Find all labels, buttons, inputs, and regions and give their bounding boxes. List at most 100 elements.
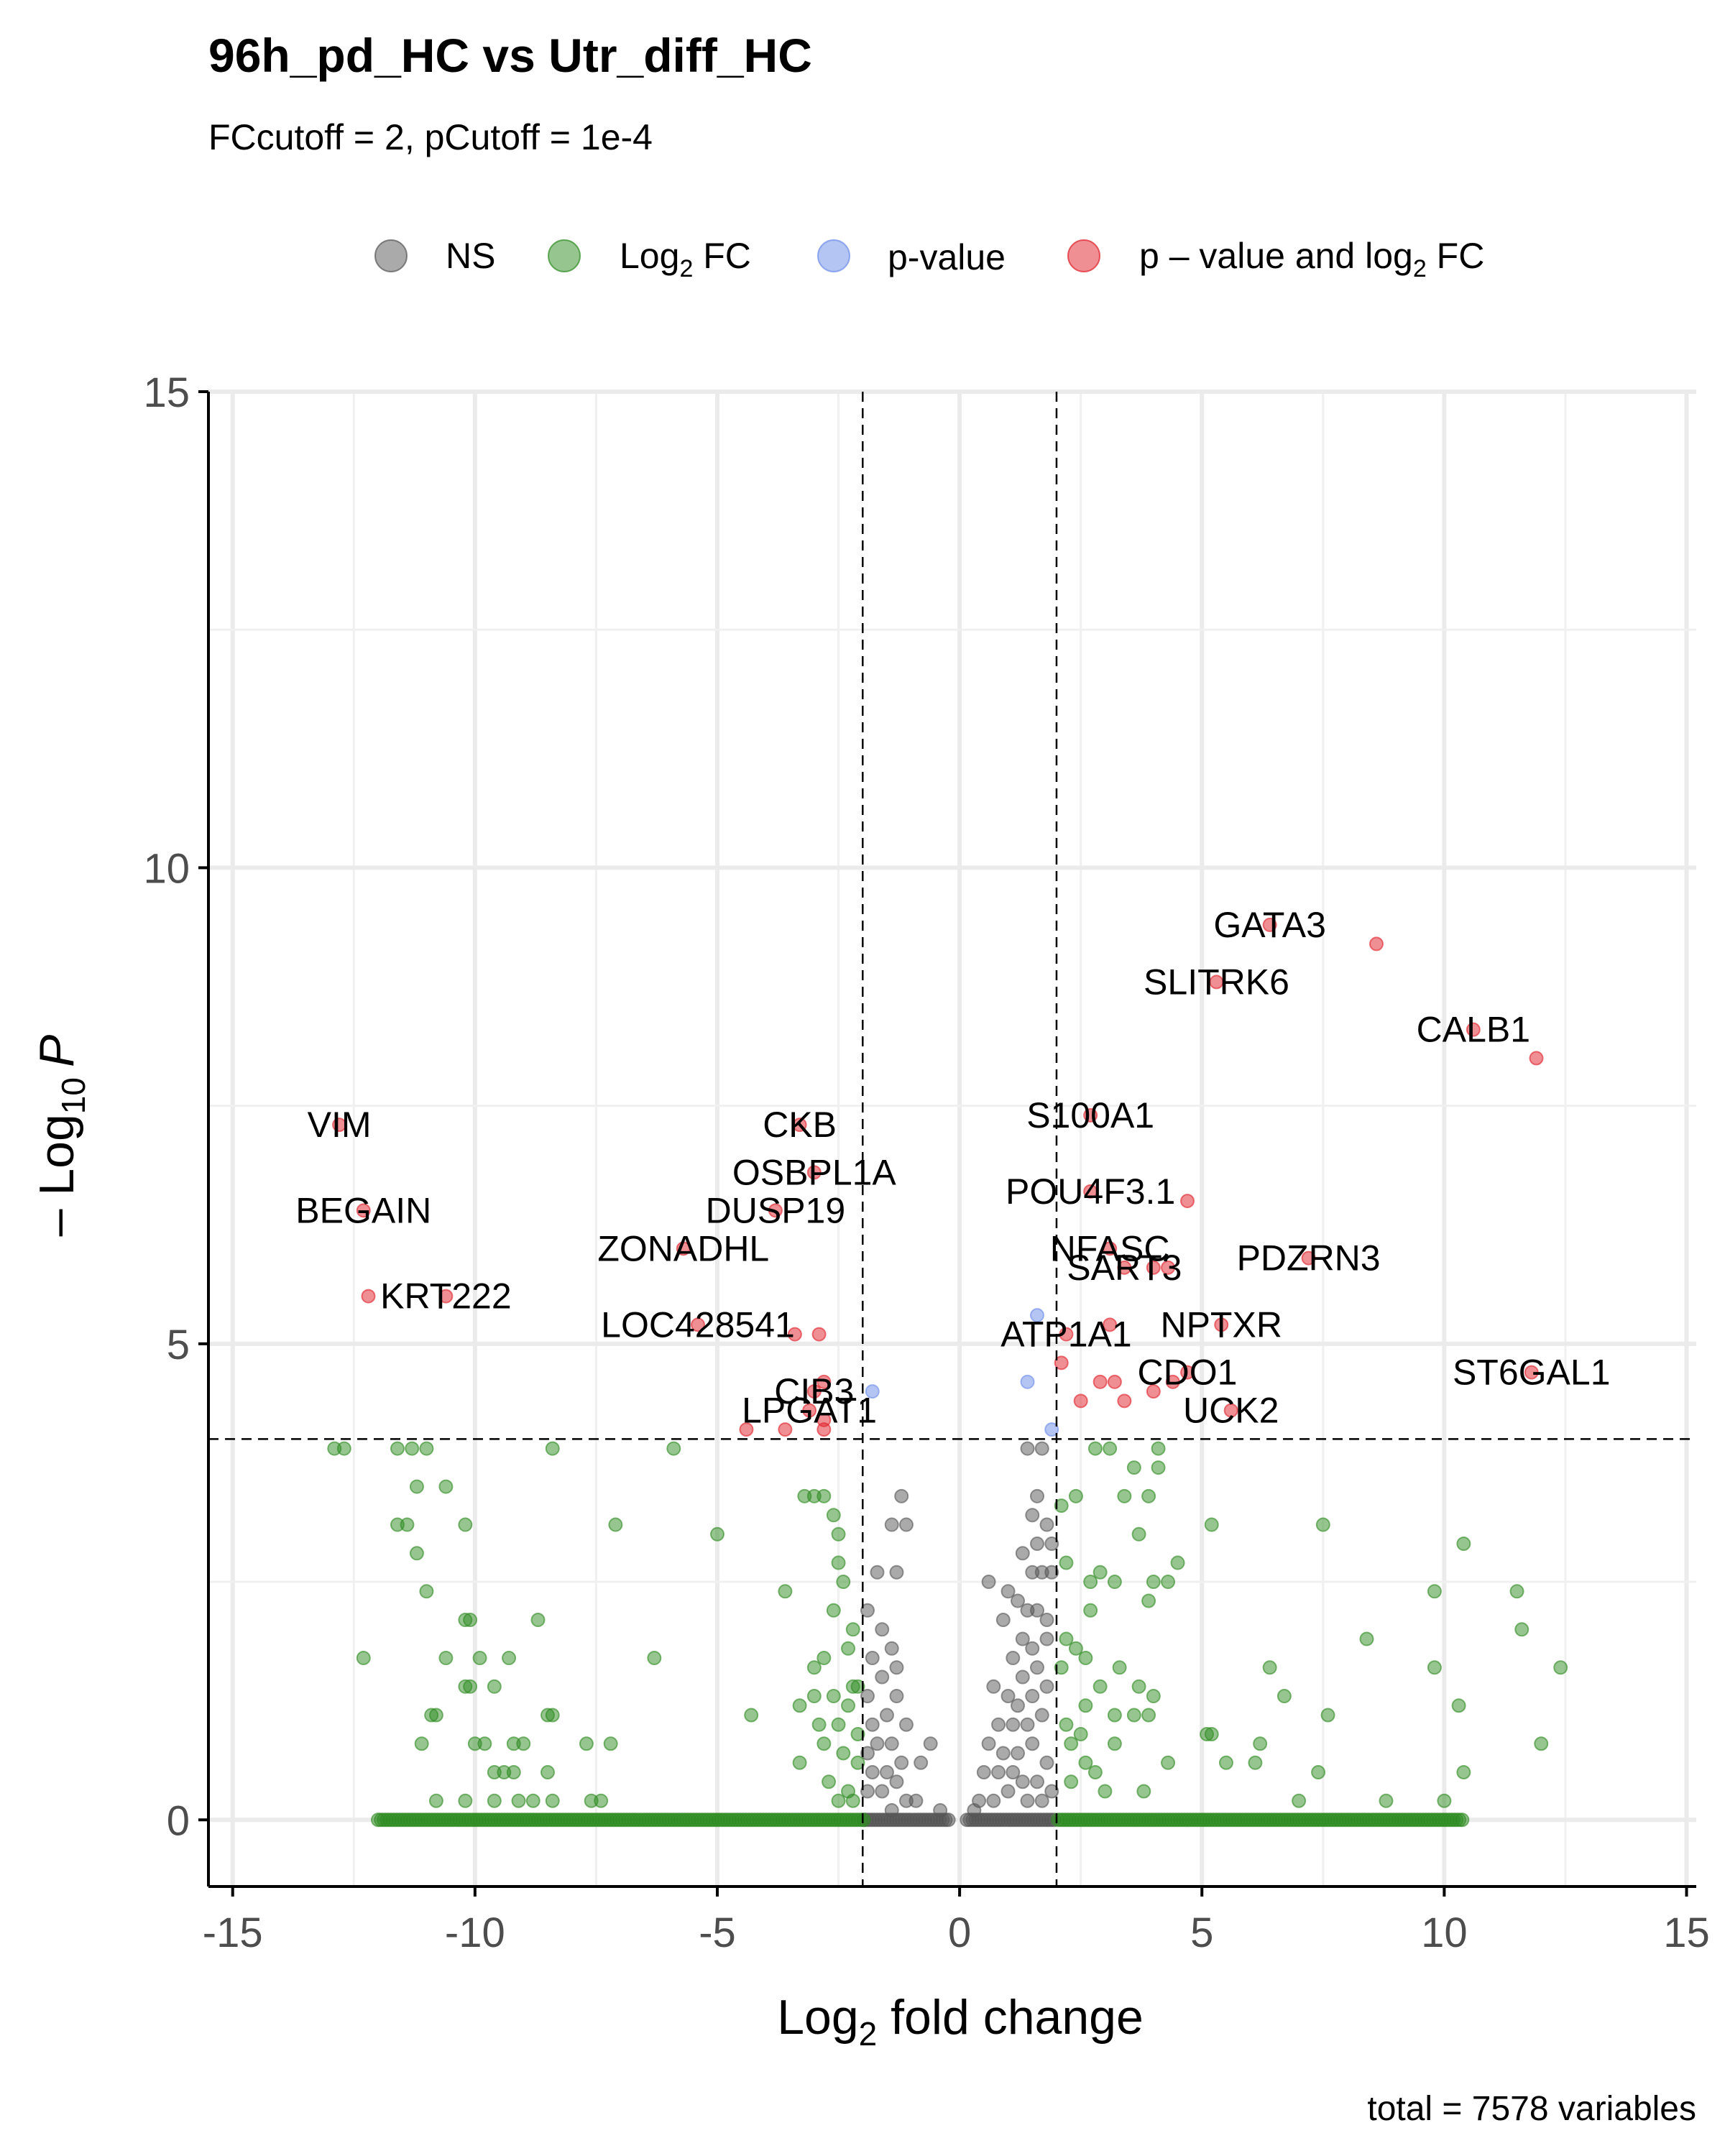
legend-label-ns: NS bbox=[446, 236, 495, 276]
point-fc bbox=[845, 1793, 860, 1808]
point-both bbox=[1083, 1184, 1098, 1199]
point-ns bbox=[889, 1660, 904, 1675]
point-fc bbox=[1456, 1537, 1471, 1552]
legend-entry-both: p – value and log2 FC bbox=[1067, 236, 1484, 282]
point-fc bbox=[1248, 1755, 1263, 1770]
point-fc bbox=[1059, 1631, 1074, 1646]
gene-label: ST6GAL1 bbox=[1453, 1353, 1611, 1393]
point-fc bbox=[850, 1727, 865, 1742]
point-fc bbox=[1092, 1679, 1108, 1694]
gene-label: BEGAIN bbox=[295, 1190, 431, 1230]
point-ns bbox=[1020, 1793, 1035, 1808]
point-both bbox=[1146, 1260, 1161, 1275]
point-both bbox=[1180, 1194, 1195, 1209]
point-fc bbox=[608, 1517, 623, 1532]
point-fc bbox=[811, 1717, 827, 1732]
y-tick-label: 10 bbox=[143, 845, 190, 892]
point-fc bbox=[826, 1603, 841, 1618]
point-fc bbox=[709, 1526, 724, 1542]
legend-entry-fc: Log2 FC bbox=[548, 236, 751, 282]
caption: total = 7578 variables bbox=[1367, 2090, 1696, 2128]
point-fc bbox=[831, 1717, 846, 1732]
point-fc bbox=[428, 1708, 443, 1723]
point-fc bbox=[1083, 1603, 1098, 1618]
point-fc bbox=[1315, 1517, 1330, 1532]
point-fc bbox=[792, 1698, 807, 1713]
gene-label: ZONADHL bbox=[597, 1228, 769, 1268]
gene-label: VIM bbox=[308, 1105, 372, 1145]
gene-label: CKB bbox=[763, 1105, 837, 1145]
point-ns bbox=[1015, 1546, 1030, 1561]
point-fc bbox=[1359, 1631, 1374, 1646]
point-ns bbox=[894, 1488, 909, 1503]
plot-axes: -15 -10 -5 0 5 10 15 0 5 10 15 bbox=[143, 369, 1709, 1956]
point-ns bbox=[1029, 1603, 1044, 1618]
point-fc bbox=[409, 1546, 424, 1561]
point-ns bbox=[1025, 1736, 1040, 1751]
legend-entry-p: p-value bbox=[817, 237, 1006, 277]
point-both bbox=[1165, 1374, 1180, 1389]
point-fc bbox=[1204, 1727, 1219, 1742]
gene-label: LOC428541 bbox=[601, 1304, 795, 1345]
point-ns bbox=[1039, 1613, 1054, 1628]
point-both bbox=[1083, 1107, 1098, 1123]
gene-label: OSBPL1A bbox=[732, 1152, 897, 1192]
point-fc bbox=[845, 1622, 860, 1637]
point-ns bbox=[1020, 1441, 1035, 1456]
point-fc bbox=[831, 1555, 846, 1570]
point-both bbox=[802, 1403, 817, 1418]
point-p bbox=[1044, 1422, 1059, 1437]
point-ns bbox=[991, 1765, 1006, 1780]
legend-entry-ns: NS bbox=[374, 236, 495, 276]
point-fc bbox=[1078, 1651, 1093, 1666]
point-ns bbox=[865, 1717, 880, 1732]
point-both bbox=[1092, 1374, 1108, 1389]
point-ns bbox=[1025, 1508, 1040, 1523]
point-ns bbox=[1011, 1593, 1026, 1608]
point-fc bbox=[647, 1651, 662, 1666]
point-both bbox=[806, 1384, 822, 1399]
point-fc bbox=[1151, 1441, 1166, 1456]
point-ns bbox=[860, 1746, 875, 1761]
point-ns bbox=[898, 1517, 914, 1532]
point-fc bbox=[1146, 1689, 1161, 1704]
point-fc bbox=[1054, 1498, 1069, 1514]
point-ns bbox=[884, 1517, 899, 1532]
legend-label-fc: Log2 FC bbox=[620, 236, 751, 282]
point-fc bbox=[400, 1517, 415, 1532]
chart-subtitle: FCcutoff = 2, pCutoff = 1e-4 bbox=[208, 117, 653, 157]
point-ns bbox=[976, 1765, 991, 1780]
point-ns bbox=[908, 1793, 924, 1808]
point-ns bbox=[1044, 1565, 1059, 1580]
point-ns bbox=[1039, 1631, 1054, 1646]
point-fc bbox=[1151, 1460, 1166, 1475]
point-fc bbox=[511, 1793, 526, 1808]
legend-label-both: p – value and log2 FC bbox=[1139, 236, 1484, 282]
point-both bbox=[792, 1118, 807, 1133]
point-ns bbox=[1029, 1774, 1044, 1789]
point-fc bbox=[525, 1793, 540, 1808]
point-fc bbox=[1218, 1755, 1233, 1770]
point-both bbox=[1103, 1241, 1118, 1256]
point-ns bbox=[1039, 1755, 1054, 1770]
legend-label-both-rest: FC bbox=[1427, 236, 1485, 276]
gene-label: S100A1 bbox=[1026, 1095, 1154, 1135]
point-fc bbox=[428, 1793, 443, 1808]
point-ns bbox=[1034, 1708, 1049, 1723]
point-fc bbox=[516, 1736, 531, 1751]
point-fc bbox=[545, 1441, 560, 1456]
point-ns bbox=[1039, 1517, 1054, 1532]
x-tick-label: 15 bbox=[1663, 1909, 1710, 1956]
point-fc bbox=[463, 1613, 478, 1628]
point-fc bbox=[502, 1651, 517, 1666]
point-fc bbox=[1112, 1660, 1127, 1675]
legend-key-fc bbox=[548, 239, 581, 272]
gene-label: CALB1 bbox=[1417, 1010, 1530, 1050]
point-fc bbox=[506, 1765, 521, 1780]
point-both bbox=[676, 1241, 691, 1256]
point-fc bbox=[831, 1793, 846, 1808]
point-fc bbox=[1427, 1660, 1442, 1675]
legend-key-both bbox=[1067, 239, 1100, 272]
point-p bbox=[1020, 1374, 1035, 1389]
